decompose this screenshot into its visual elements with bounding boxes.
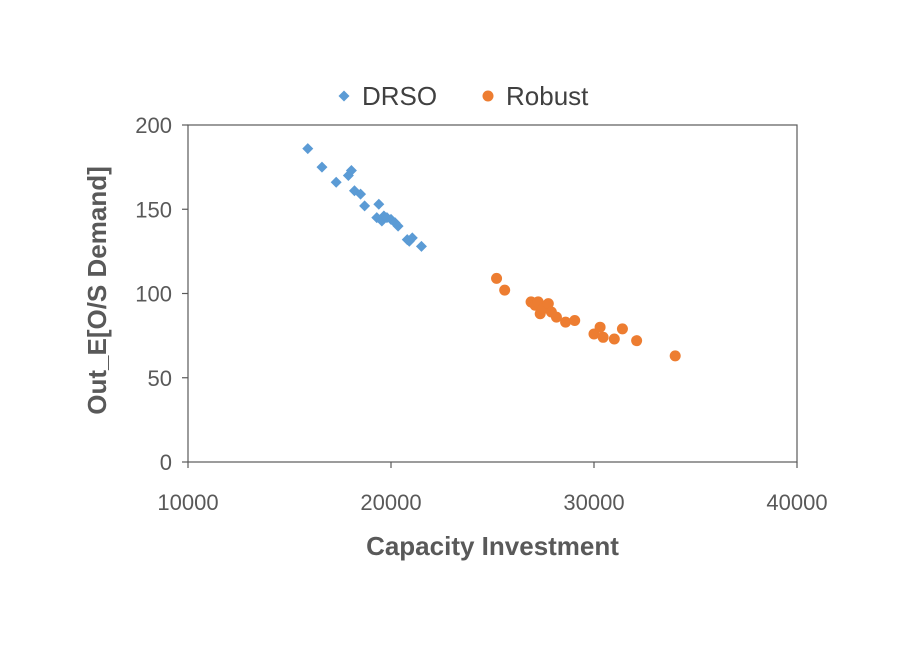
robust-point: [594, 321, 606, 333]
x-tick-label: 30000: [563, 490, 624, 515]
legend-marker-robust: [482, 90, 494, 102]
drso-point: [330, 176, 342, 188]
robust-point: [491, 272, 503, 284]
robust-point: [608, 333, 620, 345]
robust-point: [542, 298, 554, 310]
robust-point: [550, 311, 562, 323]
y-tick-label: 0: [160, 450, 172, 475]
drso-point: [373, 198, 385, 210]
y-axis-title: Out_E[O/S Demand]: [82, 166, 112, 414]
x-axis-title: Capacity Investment: [366, 531, 619, 561]
drso-point: [415, 240, 427, 252]
drso-point: [316, 161, 328, 173]
robust-point: [597, 331, 609, 343]
y-tick-label: 200: [135, 113, 172, 138]
drso-point: [406, 232, 418, 244]
legend-item-drso: DRSO: [338, 81, 437, 111]
drso-point: [359, 200, 371, 212]
drso-point: [392, 220, 404, 232]
y-tick-label: 150: [135, 197, 172, 222]
drso-point: [302, 143, 314, 155]
drso-point: [345, 164, 357, 176]
series-drso: [302, 143, 427, 252]
x-tick-label: 10000: [157, 490, 218, 515]
x-tick-label: 40000: [766, 490, 827, 515]
x-axis: 10000 20000 30000 40000: [157, 462, 828, 515]
robust-point: [569, 314, 581, 326]
legend-label-robust: Robust: [506, 81, 589, 111]
drso-point: [355, 188, 367, 200]
series-robust: [491, 272, 681, 362]
legend-label-drso: DRSO: [362, 81, 437, 111]
robust-point: [616, 323, 628, 335]
x-tick-label: 20000: [360, 490, 421, 515]
robust-point: [499, 284, 511, 296]
y-tick-label: 100: [135, 282, 172, 307]
y-tick-label: 50: [148, 366, 172, 391]
plot-area: [187, 124, 798, 463]
legend: DRSO Robust: [338, 81, 589, 111]
y-axis: 0 50 100 150 200: [135, 113, 188, 475]
robust-point: [560, 316, 572, 328]
robust-point: [631, 335, 643, 347]
robust-point: [669, 350, 681, 362]
legend-marker-drso: [338, 90, 350, 102]
series-layer: [302, 143, 681, 362]
legend-item-robust: Robust: [482, 81, 589, 111]
